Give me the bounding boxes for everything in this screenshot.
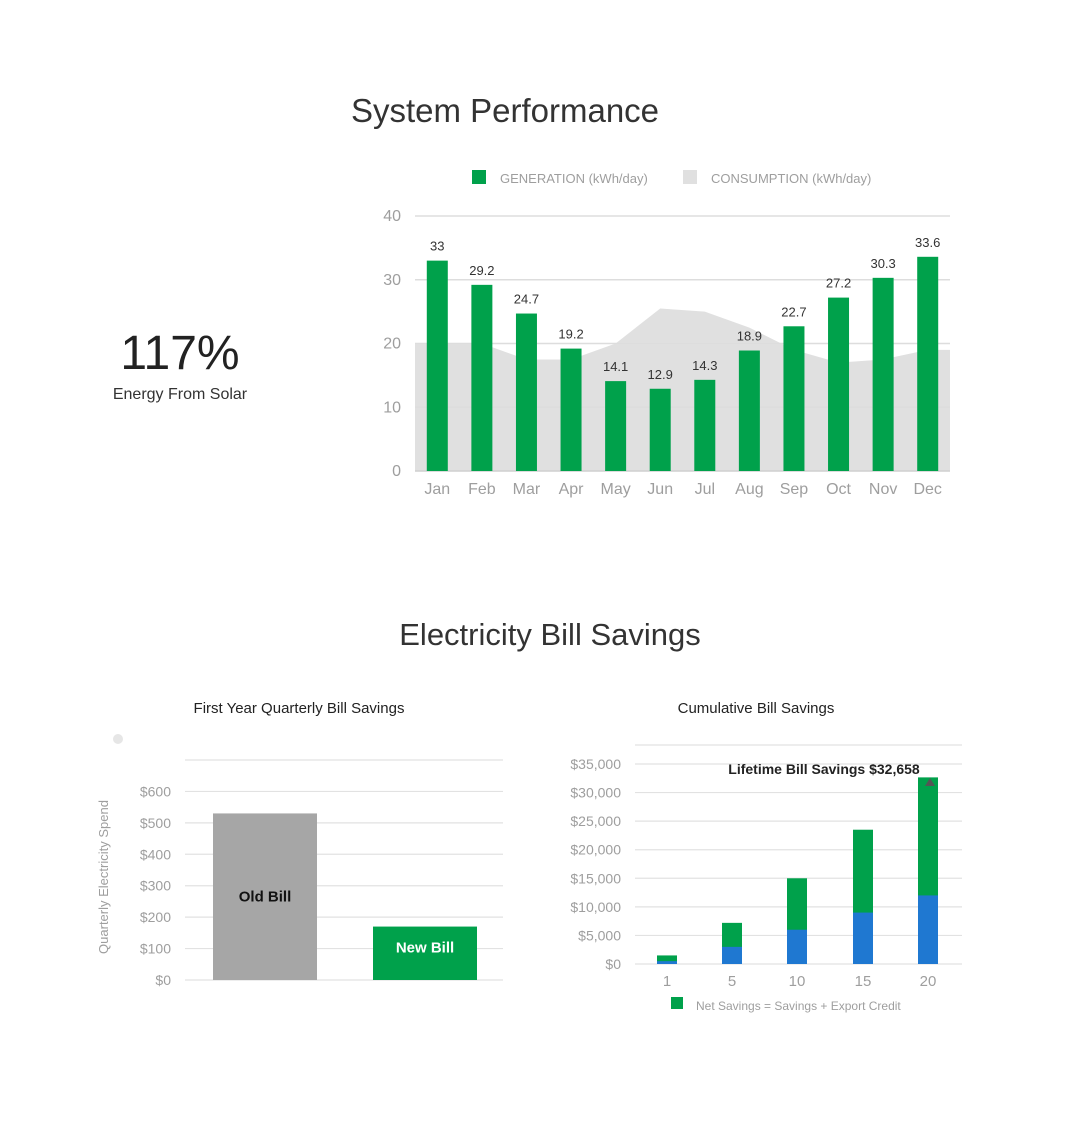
x-tick-label: May	[601, 481, 631, 498]
y-tick-label: 0	[392, 463, 401, 480]
generation-bar	[828, 297, 850, 471]
y-tick-label: 10	[383, 399, 401, 416]
y-tick-label: $600	[140, 783, 171, 799]
y-tick-label: $20,000	[570, 842, 621, 858]
bar-data-label: 27.2	[826, 276, 851, 291]
x-tick-label: 1	[663, 973, 671, 990]
lifetime-savings-annotation: Lifetime Bill Savings $32,658	[728, 761, 920, 777]
y-tick-label: $35,000	[570, 756, 621, 772]
generation-bar	[872, 277, 894, 471]
bar-data-label: 24.7	[514, 292, 539, 307]
export-credit-bar	[722, 946, 742, 964]
solar-percentage-value: 117%	[120, 327, 240, 380]
bar-data-label: 22.7	[781, 304, 806, 319]
x-tick-label: 5	[728, 973, 736, 990]
generation-bar	[426, 260, 448, 471]
x-tick-label: Jul	[695, 481, 715, 498]
generation-bar	[605, 381, 627, 471]
y-axis-label: Quarterly Electricity Spend	[96, 800, 111, 954]
x-tick-label: 10	[789, 973, 806, 990]
chart-handle-dot	[113, 734, 123, 744]
generation-bar	[783, 326, 805, 471]
legend-label-net-savings: Net Savings = Savings + Export Credit	[696, 999, 901, 1013]
system-performance-chart: 0 10 20 30 40 33 29.2 24.7 19.2 14.1 12.9 14.3 18.9 2…	[383, 170, 950, 498]
x-tick-label: Apr	[559, 481, 585, 498]
export-credit-bar	[918, 895, 938, 964]
legend-label-consumption: CONSUMPTION (kWh/day)	[711, 171, 871, 186]
y-tick-label: $400	[140, 846, 171, 862]
legend-swatch-generation	[472, 170, 486, 184]
savings-title: Electricity Bill Savings	[399, 617, 701, 652]
generation-bar	[515, 313, 537, 471]
annotation-marker	[925, 778, 935, 786]
y-tick-label: $300	[140, 878, 171, 894]
x-tick-label: Jun	[647, 481, 673, 498]
y-tick-label: 20	[383, 336, 401, 353]
old-bill-bar	[213, 813, 317, 980]
quarterly-bill-chart: $0 $100 $200 $300 $400 $500 $600 Quarterly Elec…	[96, 734, 503, 988]
generation-bar	[694, 379, 716, 471]
generation-bar	[738, 350, 760, 471]
bar-data-label: 30.3	[870, 256, 895, 271]
cumulative-chart-title: Cumulative Bill Savings	[677, 700, 835, 717]
legend-swatch-net-savings	[671, 997, 683, 1009]
consumption-area	[415, 308, 950, 471]
x-tick-label: Dec	[913, 481, 941, 498]
bar-data-label: 18.9	[737, 329, 762, 344]
legend-swatch-consumption	[683, 170, 697, 184]
old-bill-label: Old Bill	[239, 889, 292, 906]
performance-title: System Performance	[350, 92, 660, 129]
generation-bar	[560, 348, 582, 471]
x-tick-label: Jan	[424, 481, 450, 498]
x-tick-label: Sep	[780, 481, 809, 498]
x-tick-label: 15	[855, 973, 872, 990]
y-tick-label: $100	[140, 941, 171, 957]
export-credit-bar	[787, 929, 807, 964]
solar-percentage-label: Energy From Solar	[112, 386, 248, 403]
bar-data-label: 19.2	[558, 327, 583, 342]
y-tick-label: 30	[383, 272, 401, 289]
generation-bar	[649, 388, 671, 471]
export-credit-bar	[657, 961, 677, 964]
x-tick-label: 20	[920, 973, 937, 990]
y-tick-label: $500	[140, 815, 171, 831]
cumulative-savings-chart: $0 $5,000 $10,000 $15,000 $20,000 $25,000 $30,…	[570, 744, 962, 1013]
y-tick-label: $30,000	[570, 785, 621, 801]
generation-bar	[917, 256, 939, 471]
bar-data-label: 29.2	[469, 263, 494, 278]
bar-data-label: 12.9	[648, 367, 673, 382]
y-tick-label: 40	[383, 208, 401, 225]
y-tick-label: $200	[140, 909, 171, 925]
y-tick-label: $25,000	[570, 813, 621, 829]
net-savings-bar	[657, 955, 677, 964]
x-tick-label: Aug	[735, 481, 763, 498]
y-tick-label: $0	[605, 956, 621, 972]
new-bill-bar	[373, 926, 477, 980]
quarterly-chart-title: First Year Quarterly Bill Savings	[193, 700, 405, 717]
y-tick-label: $0	[155, 972, 171, 988]
bar-data-label: 33.6	[915, 235, 940, 250]
y-tick-label: $10,000	[570, 899, 621, 915]
bar-data-label: 14.1	[603, 359, 628, 374]
x-tick-label: Oct	[826, 481, 851, 498]
x-tick-label: Nov	[869, 481, 897, 498]
x-tick-label: Feb	[468, 481, 496, 498]
y-tick-label: $15,000	[570, 870, 621, 886]
legend-label-generation: GENERATION (kWh/day)	[500, 171, 648, 186]
export-credit-bar	[853, 912, 873, 964]
new-bill-label: New Bill	[396, 940, 454, 957]
bar-data-label: 14.3	[692, 358, 717, 373]
generation-bar	[471, 284, 493, 471]
y-tick-label: $5,000	[578, 927, 621, 943]
x-tick-label: Mar	[513, 481, 541, 498]
bar-data-label: 33	[430, 239, 444, 254]
